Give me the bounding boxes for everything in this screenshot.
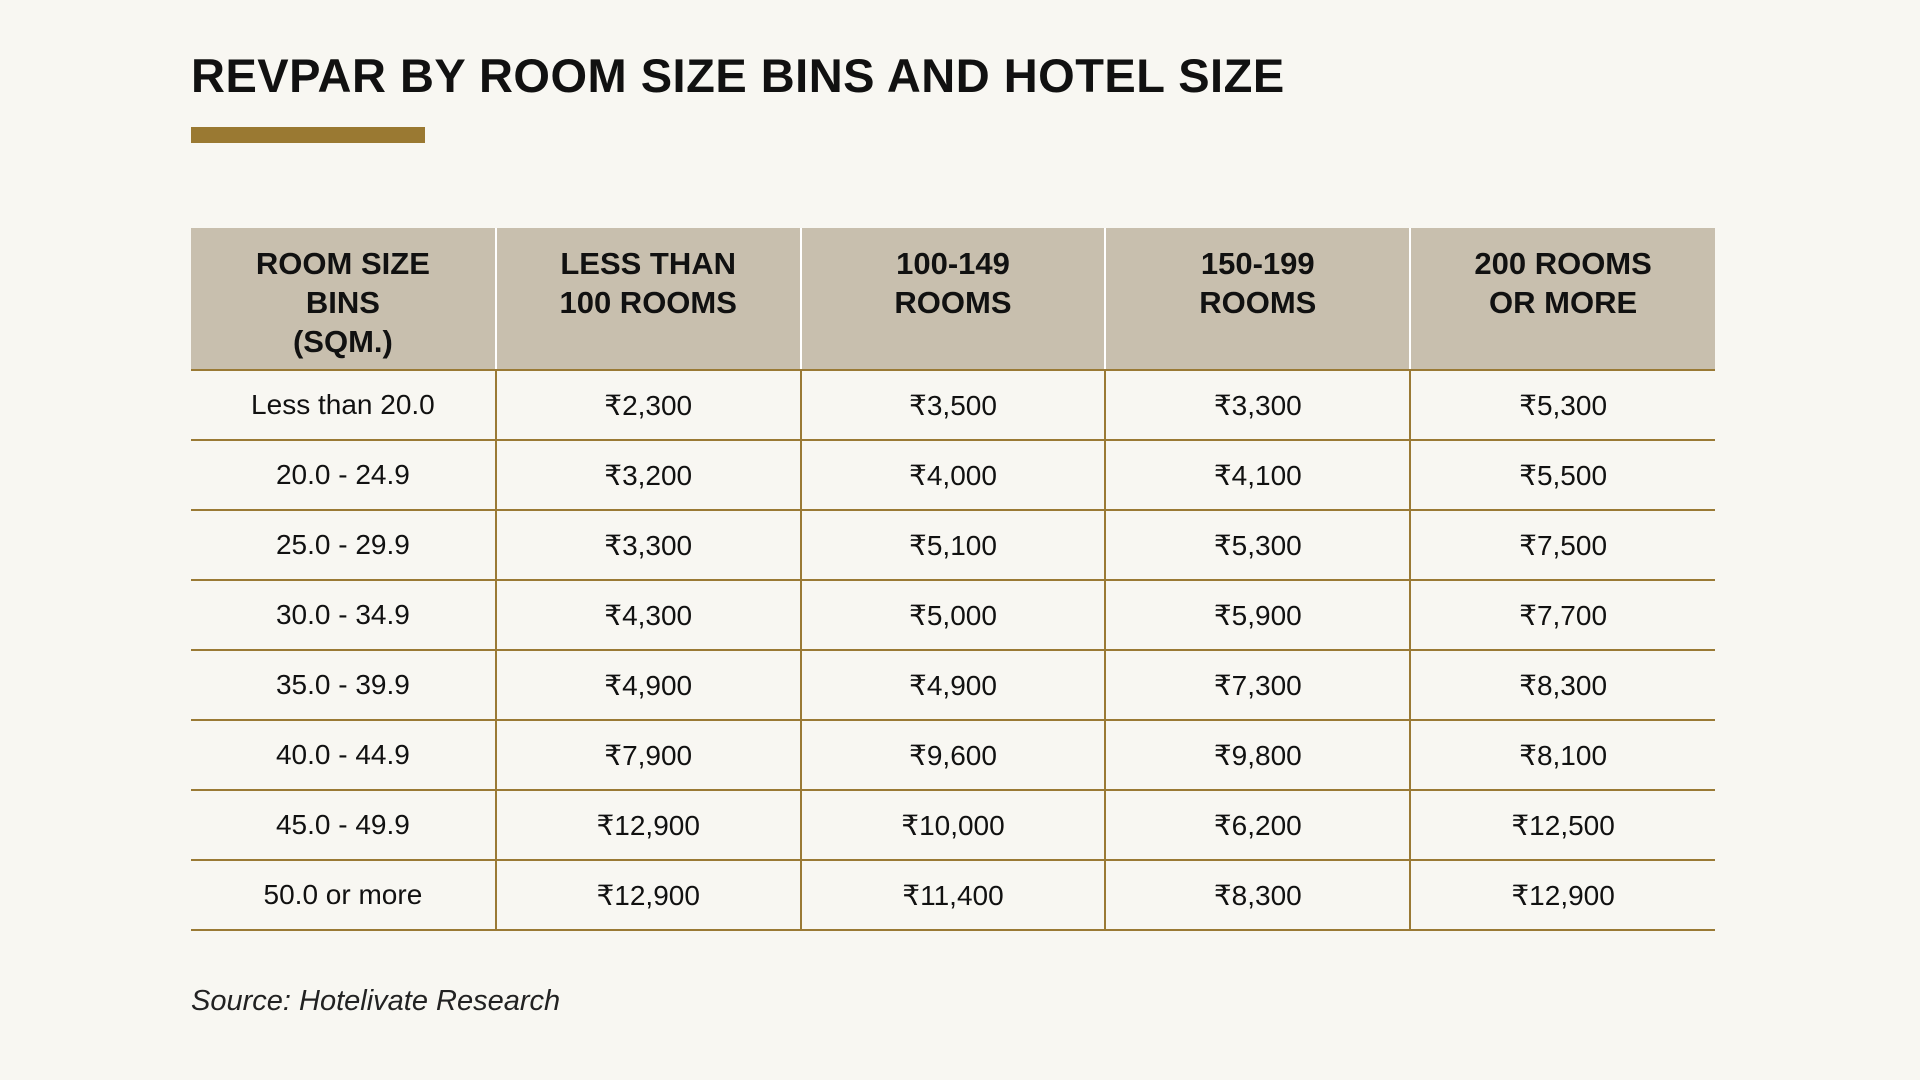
revpar-cell: ₹7,900 bbox=[494, 720, 801, 791]
revpar-cell: ₹4,000 bbox=[799, 440, 1106, 511]
revpar-cell: ₹5,000 bbox=[799, 580, 1106, 651]
revpar-cell: ₹8,300 bbox=[1409, 650, 1715, 721]
revpar-cell: ₹12,900 bbox=[494, 860, 801, 931]
room-size-bin-cell: 20.0 - 24.9 bbox=[191, 440, 496, 511]
revpar-cell: ₹6,200 bbox=[1104, 790, 1411, 861]
revpar-table: ROOM SIZE BINS (SQM.) LESS THAN 100 ROOM… bbox=[191, 228, 1715, 931]
revpar-cell: ₹7,500 bbox=[1409, 510, 1715, 581]
table-header-row: ROOM SIZE BINS (SQM.) LESS THAN 100 ROOM… bbox=[191, 228, 1715, 371]
table-row: 35.0 - 39.9 ₹4,900 ₹4,900 ₹7,300 ₹8,300 bbox=[191, 650, 1715, 721]
header-less-than-100-rooms: LESS THAN 100 ROOMS bbox=[494, 228, 801, 371]
revpar-cell: ₹3,300 bbox=[494, 510, 801, 581]
room-size-bin-cell: 30.0 - 34.9 bbox=[191, 580, 496, 651]
revpar-cell: ₹11,400 bbox=[799, 860, 1106, 931]
revpar-cell: ₹10,000 bbox=[799, 790, 1106, 861]
header-100-149-rooms: 100-149 ROOMS bbox=[799, 228, 1106, 371]
revpar-cell: ₹5,300 bbox=[1409, 370, 1715, 441]
table-row: 25.0 - 29.9 ₹3,300 ₹5,100 ₹5,300 ₹7,500 bbox=[191, 510, 1715, 581]
table-row: Less than 20.0 ₹2,300 ₹3,500 ₹3,300 ₹5,3… bbox=[191, 370, 1715, 441]
revpar-cell: ₹4,900 bbox=[799, 650, 1106, 721]
header-150-199-rooms: 150-199 ROOMS bbox=[1104, 228, 1411, 371]
revpar-cell: ₹9,600 bbox=[799, 720, 1106, 791]
table-row: 20.0 - 24.9 ₹3,200 ₹4,000 ₹4,100 ₹5,500 bbox=[191, 440, 1715, 511]
header-room-size-bins: ROOM SIZE BINS (SQM.) bbox=[191, 228, 496, 371]
revpar-cell: ₹4,100 bbox=[1104, 440, 1411, 511]
room-size-bin-cell: 35.0 - 39.9 bbox=[191, 650, 496, 721]
revpar-cell: ₹8,100 bbox=[1409, 720, 1715, 791]
revpar-cell: ₹5,100 bbox=[799, 510, 1106, 581]
revpar-cell: ₹5,900 bbox=[1104, 580, 1411, 651]
revpar-cell: ₹3,500 bbox=[799, 370, 1106, 441]
revpar-cell: ₹5,500 bbox=[1409, 440, 1715, 511]
revpar-cell: ₹3,200 bbox=[494, 440, 801, 511]
revpar-cell: ₹3,300 bbox=[1104, 370, 1411, 441]
room-size-bin-cell: 50.0 or more bbox=[191, 860, 496, 931]
revpar-cell: ₹2,300 bbox=[494, 370, 801, 441]
revpar-cell: ₹12,900 bbox=[1409, 860, 1715, 931]
revpar-cell: ₹8,300 bbox=[1104, 860, 1411, 931]
room-size-bin-cell: 25.0 - 29.9 bbox=[191, 510, 496, 581]
room-size-bin-cell: 45.0 - 49.9 bbox=[191, 790, 496, 861]
revpar-cell: ₹4,900 bbox=[494, 650, 801, 721]
table-row: 45.0 - 49.9 ₹12,900 ₹10,000 ₹6,200 ₹12,5… bbox=[191, 790, 1715, 861]
revpar-cell: ₹12,900 bbox=[494, 790, 801, 861]
table-row: 50.0 or more ₹12,900 ₹11,400 ₹8,300 ₹12,… bbox=[191, 860, 1715, 931]
header-200-rooms-or-more: 200 ROOMS OR MORE bbox=[1409, 228, 1715, 371]
room-size-bin-cell: Less than 20.0 bbox=[191, 370, 496, 441]
revpar-cell: ₹9,800 bbox=[1104, 720, 1411, 791]
room-size-bin-cell: 40.0 - 44.9 bbox=[191, 720, 496, 791]
table-row: 40.0 - 44.9 ₹7,900 ₹9,600 ₹9,800 ₹8,100 bbox=[191, 720, 1715, 791]
title-accent-bar bbox=[191, 127, 425, 143]
source-note: Source: Hotelivate Research bbox=[191, 985, 561, 1017]
revpar-cell: ₹4,300 bbox=[494, 580, 801, 651]
revpar-cell: ₹12,500 bbox=[1409, 790, 1715, 861]
revpar-cell: ₹7,700 bbox=[1409, 580, 1715, 651]
page-title: REVPAR BY ROOM SIZE BINS AND HOTEL SIZE bbox=[191, 49, 1285, 102]
table-row: 30.0 - 34.9 ₹4,300 ₹5,000 ₹5,900 ₹7,700 bbox=[191, 580, 1715, 651]
revpar-cell: ₹5,300 bbox=[1104, 510, 1411, 581]
revpar-cell: ₹7,300 bbox=[1104, 650, 1411, 721]
